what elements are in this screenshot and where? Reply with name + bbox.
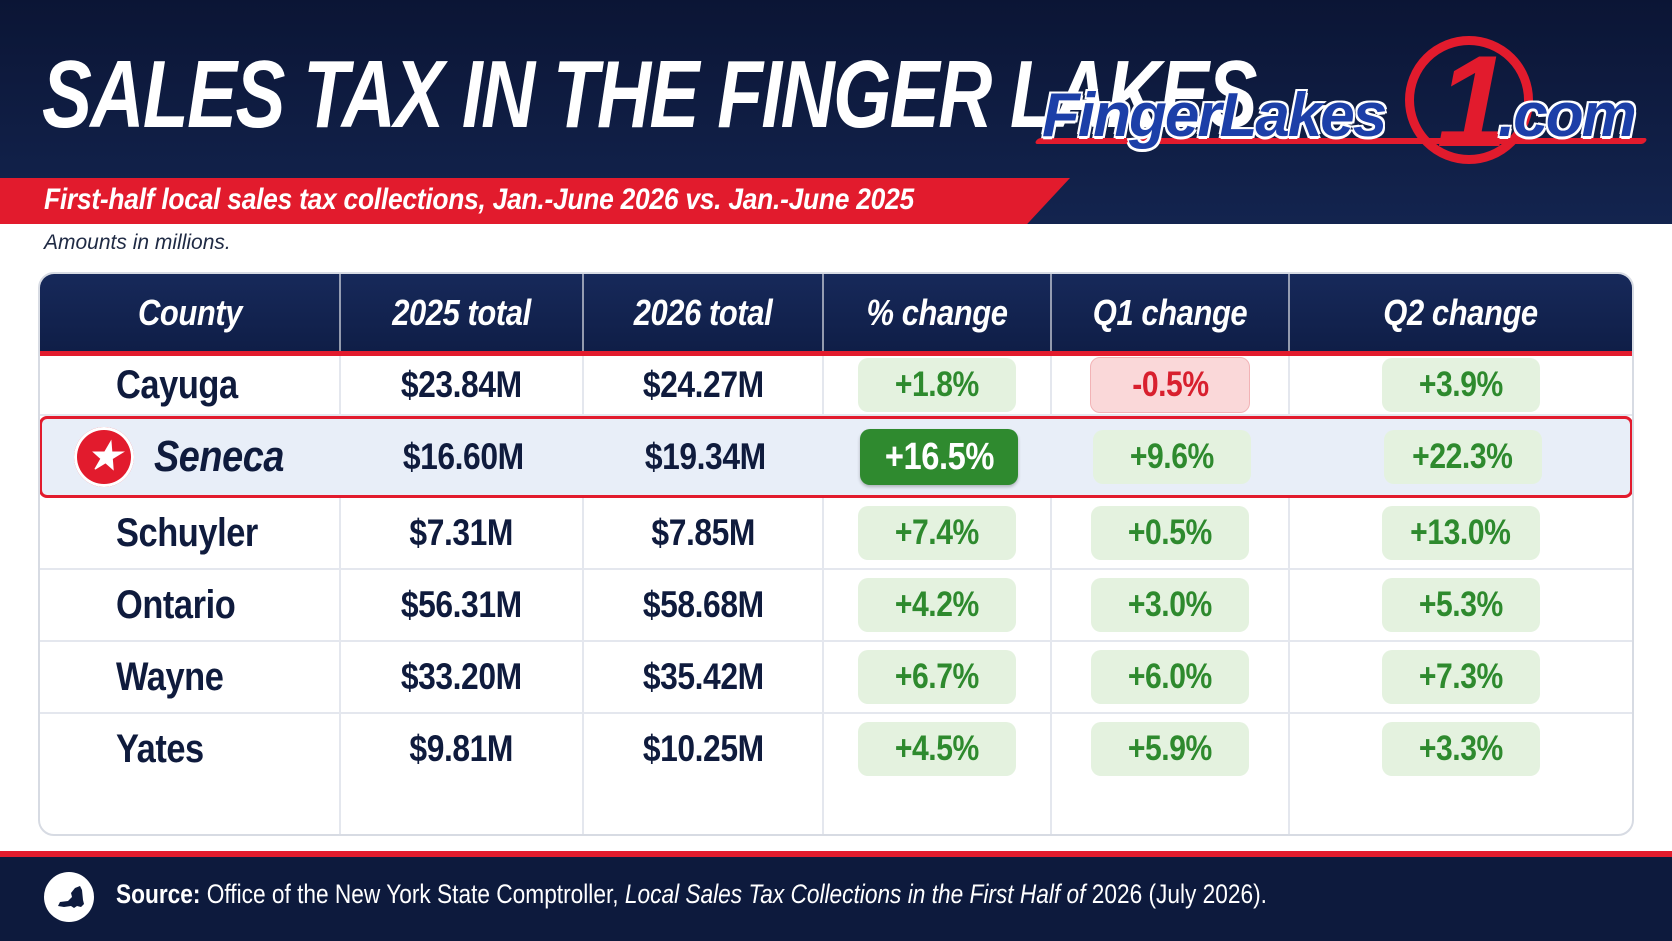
header-divider xyxy=(822,274,824,351)
table-row: Schuyler $7.31M $7.85M +7.4% +0.5% +13.0% xyxy=(40,498,1632,570)
q2-change-cell: +22.3% xyxy=(1291,419,1632,495)
change-badge: +7.4% xyxy=(858,506,1016,560)
county-name: Yates xyxy=(116,726,204,771)
total-2026-cell: $58.68M xyxy=(642,584,764,625)
total-2025-cell: $9.81M xyxy=(409,728,514,769)
star-icon: ★ xyxy=(74,427,134,487)
column-divider xyxy=(822,356,824,834)
table-row-highlighted: ★ Seneca $16.60M $19.34M +16.5% +9.6% +22.3% xyxy=(40,416,1632,498)
page-title: SALES TAX IN THE FINGER LAKES xyxy=(42,41,1257,148)
column-header: Q1 change xyxy=(1092,292,1248,333)
change-badge: +22.3% xyxy=(1383,430,1542,484)
column-divider xyxy=(1050,356,1052,834)
column-header: Q2 change xyxy=(1383,292,1538,333)
column-divider xyxy=(339,356,341,834)
total-2026-cell: $7.85M xyxy=(651,512,755,553)
change-badge: +3.9% xyxy=(1381,358,1540,412)
q2-change-cell: +7.3% xyxy=(1289,642,1632,712)
change-badge: +5.9% xyxy=(1091,722,1249,776)
pct-change-cell: +6.7% xyxy=(823,642,1051,712)
total-2026-cell: $24.27M xyxy=(642,364,764,405)
footer-divider xyxy=(0,851,1672,857)
total-2025-cell: $23.84M xyxy=(401,364,522,405)
site-logo[interactable]: FingerLakes 1 .com xyxy=(1030,28,1650,180)
table-row: Ontario $56.31M $58.68M +4.2% +3.0% +5.3% xyxy=(40,570,1632,642)
footer xyxy=(0,857,1672,941)
q2-change-cell: +5.3% xyxy=(1289,570,1632,640)
county-name: Wayne xyxy=(116,654,224,699)
table-row: Wayne $33.20M $35.42M +6.7% +6.0% +7.3% xyxy=(40,642,1632,714)
header-divider xyxy=(339,274,341,351)
q1-change-cell: -0.5% xyxy=(1051,356,1289,414)
q1-change-cell: +3.0% xyxy=(1051,570,1289,640)
county-name: Ontario xyxy=(116,582,236,627)
q2-change-cell: +13.0% xyxy=(1289,498,1632,568)
source-tail: 2026 (July 2026). xyxy=(1091,879,1267,909)
change-badge: -0.5% xyxy=(1090,357,1250,413)
q1-change-cell: +6.0% xyxy=(1051,642,1289,712)
header-divider xyxy=(582,274,584,351)
subtitle-banner xyxy=(0,178,1070,224)
change-badge: +6.0% xyxy=(1091,650,1249,704)
change-badge: +3.3% xyxy=(1381,722,1540,776)
q1-change-cell: +5.9% xyxy=(1051,714,1289,784)
source-text: Office of the New York State Comptroller… xyxy=(206,879,619,909)
county-name: Schuyler xyxy=(116,510,258,555)
change-badge: +9.6% xyxy=(1093,430,1251,484)
new-york-state-icon xyxy=(44,872,94,922)
column-header: County xyxy=(137,292,243,333)
logo-digit: 1 xyxy=(1436,28,1510,174)
logo-tld-text: .com xyxy=(1498,81,1637,150)
total-2026-cell: $19.34M xyxy=(644,436,766,477)
header-divider xyxy=(1288,274,1290,351)
pct-change-cell: +1.8% xyxy=(823,356,1051,414)
units-note: Amounts in millions. xyxy=(44,231,231,254)
column-divider xyxy=(1288,356,1290,834)
table-row: Cayuga $23.84M $24.27M +1.8% -0.5% +3.9% xyxy=(40,356,1632,416)
change-badge: +4.5% xyxy=(858,722,1016,776)
source-citation: Source: Office of the New York State Com… xyxy=(116,879,1267,910)
pct-change-cell: +4.2% xyxy=(823,570,1051,640)
logo-ring xyxy=(1405,36,1533,164)
change-badge: +1.8% xyxy=(858,358,1016,412)
change-badge: +7.3% xyxy=(1381,650,1540,704)
county-name: Cayuga xyxy=(116,362,238,407)
total-2025-cell: $56.31M xyxy=(401,584,522,625)
q1-change-cell: +9.6% xyxy=(1053,419,1291,495)
pct-change-cell: +4.5% xyxy=(823,714,1051,784)
column-divider xyxy=(582,356,584,834)
table-header: County 2025 total 2026 total % change Q1 cha… xyxy=(40,274,1632,356)
change-badge: +16.5% xyxy=(860,429,1018,485)
q2-change-cell: +3.3% xyxy=(1289,714,1632,784)
column-header: 2025 total xyxy=(392,292,531,333)
header-divider xyxy=(1050,274,1052,351)
county-name: ★ Seneca xyxy=(42,419,342,495)
table-row: Yates $9.81M $10.25M +4.5% +5.9% +3.3% xyxy=(40,714,1632,784)
subtitle: First-half local sales tax collections, … xyxy=(44,183,914,216)
change-badge: +0.5% xyxy=(1091,506,1249,560)
column-header: % change xyxy=(866,292,1008,333)
pct-change-cell: +7.4% xyxy=(823,498,1051,568)
source-label: Source: xyxy=(116,879,201,909)
change-badge: +5.3% xyxy=(1381,578,1540,632)
total-2026-cell: $35.42M xyxy=(642,656,764,697)
pct-change-cell: +16.5% xyxy=(825,419,1053,495)
q1-change-cell: +0.5% xyxy=(1051,498,1289,568)
change-badge: +3.0% xyxy=(1091,578,1249,632)
change-badge: +6.7% xyxy=(858,650,1016,704)
total-2025-cell: $7.31M xyxy=(409,512,514,553)
source-title: Local Sales Tax Collections in the First… xyxy=(624,879,1086,909)
logo-brand-text: FingerLakes xyxy=(1042,81,1387,150)
q2-change-cell: +3.9% xyxy=(1289,356,1632,414)
change-badge: +4.2% xyxy=(858,578,1016,632)
total-2026-cell: $10.25M xyxy=(642,728,764,769)
total-2025-cell: $16.60M xyxy=(403,436,524,477)
total-2025-cell: $33.20M xyxy=(401,656,522,697)
sales-tax-table: County 2025 total 2026 total % change Q1 cha… xyxy=(38,272,1634,836)
column-header: 2026 total xyxy=(633,292,773,333)
change-badge: +13.0% xyxy=(1381,506,1540,560)
